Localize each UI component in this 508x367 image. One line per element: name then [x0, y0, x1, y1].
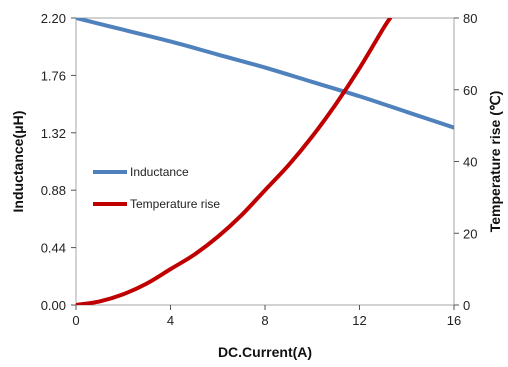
legend-label-inductance: Inductance [130, 165, 189, 179]
x-tick-label: 0 [72, 313, 79, 328]
y-right-tick-label: 40 [463, 155, 477, 170]
y-right-tick-label: 80 [463, 11, 477, 26]
legend-label-temperature-rise: Temperature rise [130, 197, 220, 211]
y-left-tick-label: 2.20 [41, 11, 66, 26]
x-tick-label: 8 [261, 313, 268, 328]
y-right-tick-label: 20 [463, 226, 477, 241]
x-tick-label: 16 [447, 313, 461, 328]
ticks-layer: 0 4 8 12 16 0.00 0.44 0.88 1.32 1.76 2.20 0 20 40 60 80 [41, 11, 478, 328]
x-tick-label: 4 [167, 313, 174, 328]
series-layer [76, 18, 454, 305]
x-axis-title: DC.Current(A) [218, 344, 312, 360]
y-left-axis-title: Inductance(μH) [10, 111, 26, 213]
series-line-temperature-rise [76, 18, 393, 305]
y-right-tick-label: 60 [463, 83, 477, 98]
y-left-tick-label: 0.00 [41, 298, 66, 313]
plot-frame [75, 17, 455, 306]
y-left-tick-label: 1.76 [41, 68, 66, 83]
y-right-axis-title: Temperature rise (℃) [487, 91, 503, 233]
y-right-tick-label: 0 [463, 298, 470, 313]
x-tick-label: 12 [352, 313, 366, 328]
y-left-tick-label: 0.88 [41, 183, 66, 198]
y-left-tick-label: 1.32 [41, 126, 66, 141]
legend: Inductance Temperature rise [93, 165, 220, 211]
series-line-inductance [76, 18, 454, 130]
y-left-tick-label: 0.44 [41, 241, 66, 256]
plot-area [75, 17, 455, 306]
